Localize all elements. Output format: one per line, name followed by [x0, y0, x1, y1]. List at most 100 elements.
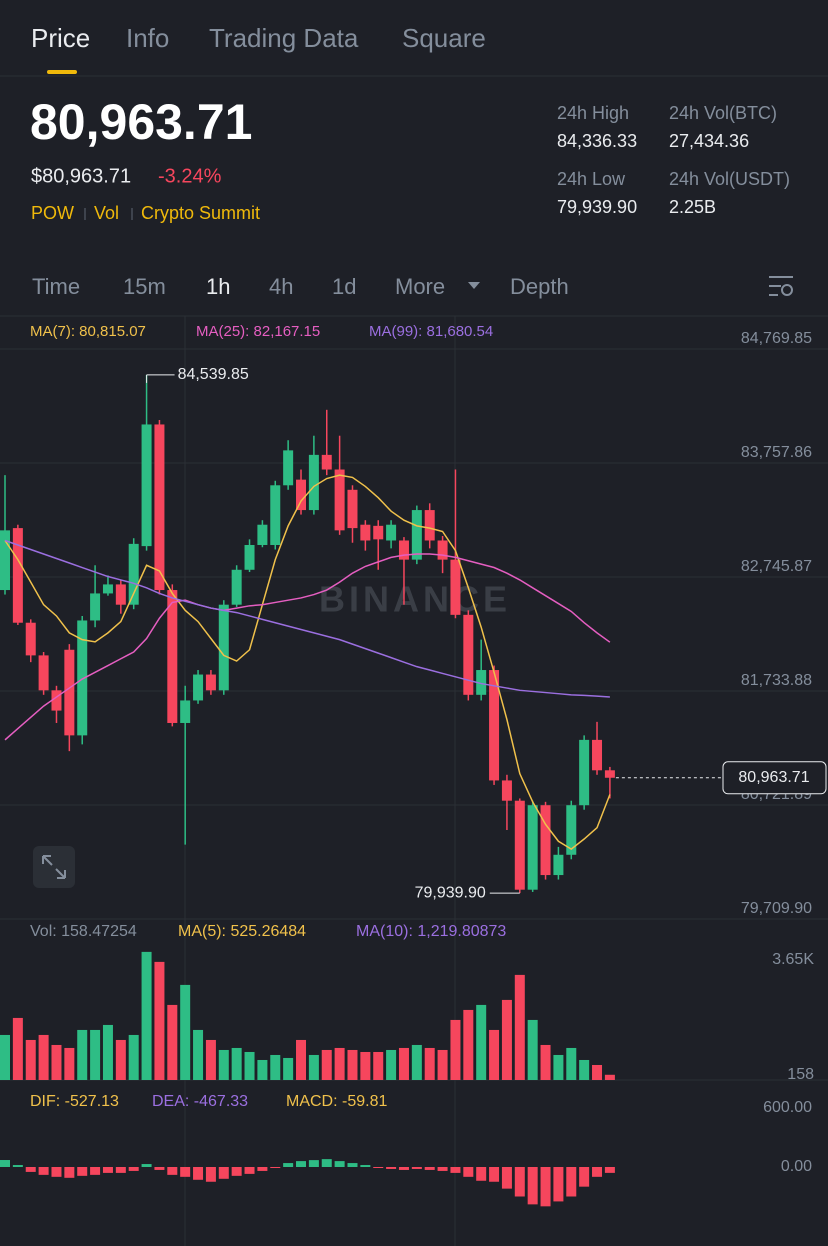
candle-body	[77, 620, 88, 736]
volume-bar	[579, 1059, 590, 1080]
macd-legend: MACD: -59.81	[286, 1093, 387, 1110]
volume-bar	[205, 1039, 216, 1080]
stat-value: 27,434.36	[669, 131, 749, 151]
tag[interactable]: Crypto Summit	[141, 203, 260, 223]
volume-bar	[489, 1029, 500, 1080]
macd-bar	[463, 1166, 474, 1177]
volume-bar	[154, 961, 165, 1080]
candle-body	[321, 454, 332, 470]
volume-legend: MA(10): 1,219.80873	[356, 923, 506, 940]
tag[interactable]: Vol	[94, 203, 119, 223]
interval[interactable]: 1d	[332, 274, 356, 299]
macd-bar	[540, 1166, 551, 1207]
volume-bar	[141, 951, 152, 1080]
interval[interactable]: 1h	[206, 274, 230, 299]
candle-body	[424, 510, 435, 541]
price-change: -3.24%	[158, 165, 222, 187]
stat-label: 24h Vol(USDT)	[669, 169, 790, 189]
interval[interactable]: Depth	[510, 274, 569, 299]
candle-body	[257, 524, 268, 545]
volume-bar	[450, 1019, 461, 1080]
stat-label: 24h Low	[557, 169, 626, 189]
candle-body	[411, 510, 422, 560]
candle-body	[218, 604, 229, 691]
volume-bar	[527, 1019, 538, 1080]
volume-bar	[180, 984, 191, 1080]
ma-legend: MA(25): 82,167.15	[196, 323, 320, 340]
tag[interactable]: POW	[31, 203, 74, 223]
candle-body	[205, 674, 216, 691]
candle-body	[592, 739, 603, 771]
stat-value: 84,336.33	[557, 131, 637, 151]
candle-body	[180, 700, 191, 723]
macd-bar	[154, 1166, 165, 1170]
candle-body	[115, 584, 126, 605]
macd-bar	[308, 1160, 319, 1167]
candle-body	[102, 584, 113, 594]
volume-bar	[193, 1029, 204, 1080]
volume-bar	[25, 1039, 36, 1080]
macd-bar	[128, 1166, 139, 1171]
volume-bar	[257, 1059, 268, 1080]
interval[interactable]: Time	[32, 274, 80, 299]
volume-bar	[51, 1044, 62, 1080]
y-tick-label: 600.00	[763, 1099, 812, 1116]
candle-body	[386, 524, 397, 541]
ma-line	[4, 553, 611, 741]
expand-button[interactable]	[33, 846, 75, 888]
stat-label: 24h Vol(BTC)	[669, 103, 777, 123]
macd-legend: DEA: -467.33	[152, 1093, 248, 1110]
interval-bar: Time 15m 1h 4h 1d More Depth	[32, 274, 569, 299]
macd-bar	[167, 1166, 178, 1175]
candle-body	[38, 655, 49, 691]
macd-bar	[476, 1166, 487, 1181]
volume-bar	[321, 1049, 332, 1080]
volume-bar	[334, 1047, 345, 1080]
interval[interactable]: More	[395, 274, 445, 299]
watermark: BINANCE	[319, 579, 511, 620]
tab[interactable]: Square	[402, 23, 486, 53]
y-tick-label: 84,769.85	[741, 330, 812, 347]
candle-body	[141, 424, 152, 547]
candle-body	[231, 569, 242, 605]
tab[interactable]: Info	[126, 23, 169, 53]
candle-body	[334, 469, 345, 531]
interval[interactable]: 15m	[123, 274, 166, 299]
macd-bar	[90, 1166, 101, 1175]
macd-bar	[527, 1166, 538, 1205]
tab[interactable]: Trading Data	[209, 23, 359, 53]
volume-bar	[373, 1051, 384, 1080]
tab[interactable]: Price	[31, 23, 90, 53]
candle-body	[476, 670, 487, 695]
stat-label: 24h High	[557, 103, 629, 123]
volume-bar	[386, 1049, 397, 1080]
candle-body	[437, 540, 448, 560]
macd-bar	[102, 1166, 113, 1173]
candle-body	[167, 590, 178, 723]
volume-bar	[102, 1024, 113, 1080]
last-price: 80,963.71	[30, 94, 252, 150]
candle-body	[501, 780, 512, 801]
candle-body	[0, 530, 10, 591]
y-tick-label: 81,733.88	[741, 672, 812, 689]
macd-bar	[553, 1166, 564, 1202]
candle-body	[154, 424, 165, 591]
candle-body	[527, 805, 538, 890]
volume-bar	[424, 1047, 435, 1080]
macd-bar	[386, 1166, 397, 1169]
macd-bar	[373, 1166, 384, 1168]
stat-value: 2.25B	[669, 197, 716, 217]
settings-icon[interactable]	[769, 276, 793, 296]
macd-bar	[579, 1166, 590, 1187]
macd-bar	[77, 1166, 88, 1176]
interval[interactable]: 4h	[269, 274, 293, 299]
volume-bar	[604, 1074, 615, 1080]
current-price-label: 80,963.71	[738, 769, 809, 786]
macd-bar	[411, 1166, 422, 1169]
macd-bar	[296, 1161, 307, 1167]
y-tick-label: 158	[787, 1066, 814, 1083]
volume-bar	[514, 974, 525, 1080]
macd-bar	[566, 1166, 577, 1197]
macd-bar	[244, 1166, 255, 1174]
